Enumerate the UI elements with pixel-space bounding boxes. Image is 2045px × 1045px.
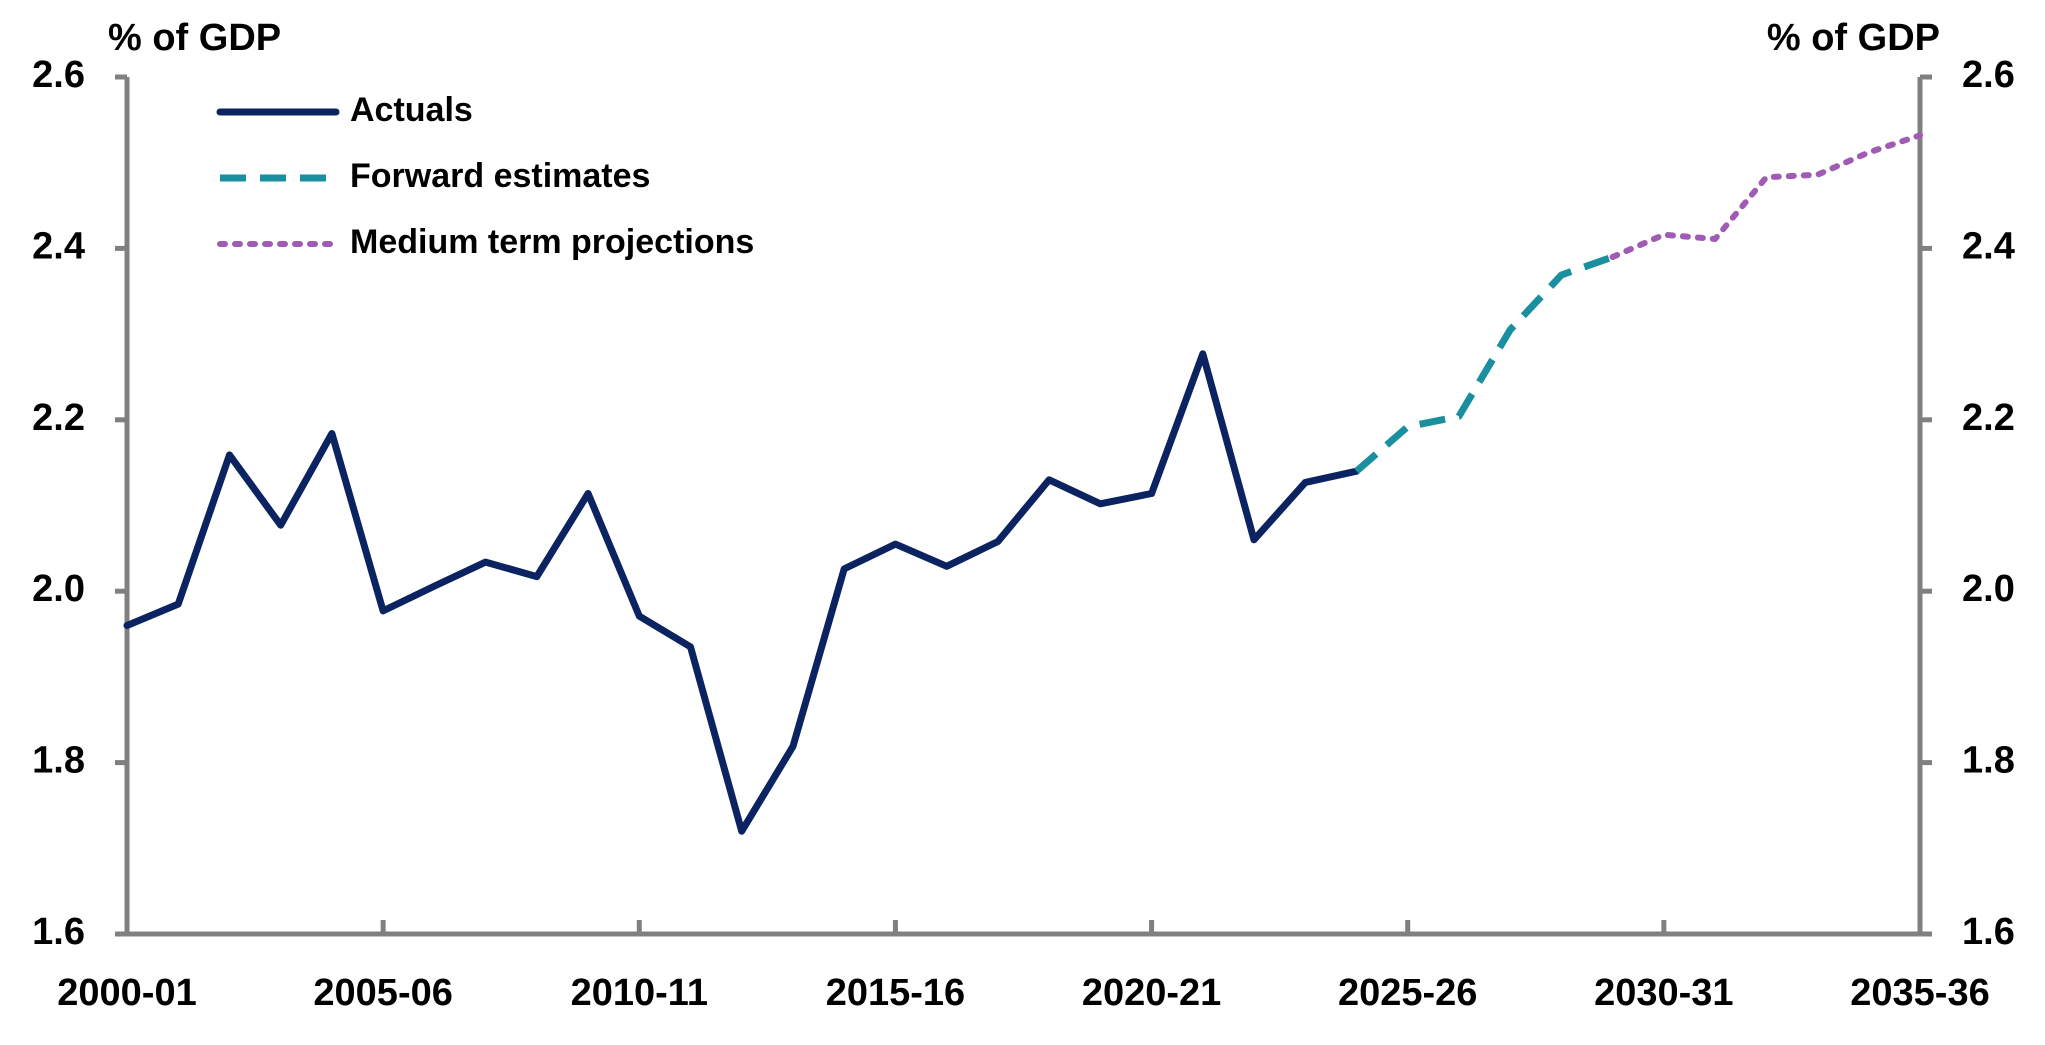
series-line — [123, 350, 1360, 835]
y-tick-label: 1.6 — [32, 911, 85, 953]
x-tick-label: 2015-16 — [826, 972, 965, 1014]
x-tick-label: 2000-01 — [57, 972, 196, 1014]
legend-label: Forward estimates — [350, 157, 650, 195]
y2-tick-label: 2.6 — [1962, 54, 2015, 96]
y2-tick-label: 1.6 — [1962, 911, 2015, 953]
series-line — [1354, 253, 1614, 474]
y2-tick-label: 2.0 — [1962, 568, 2015, 610]
y-tick-label: 2.4 — [32, 225, 85, 267]
y-axis-title: % of GDP — [108, 17, 281, 59]
legend-label: Medium term projections — [350, 223, 754, 261]
x-tick-label: 2010-11 — [571, 972, 708, 1014]
y-tick-label: 2.0 — [32, 568, 85, 610]
legend-label: Actuals — [350, 91, 473, 129]
x-tick-label: 2030-31 — [1594, 972, 1733, 1014]
x-tick-label: 2035-36 — [1850, 972, 1989, 1014]
x-tick-label: 2005-06 — [313, 972, 452, 1014]
y2-axis-title: % of GDP — [1767, 17, 1940, 59]
y-tick-label: 2.6 — [32, 54, 85, 96]
x-tick-label: 2025-26 — [1338, 972, 1477, 1014]
y-tick-label: 2.2 — [32, 397, 85, 439]
y2-tick-label: 2.4 — [1962, 225, 2015, 267]
y2-tick-label: 2.2 — [1962, 397, 2015, 439]
x-tick-label: 2020-21 — [1082, 972, 1221, 1014]
series-line — [1609, 132, 1923, 260]
y-tick-label: 1.8 — [32, 740, 85, 782]
y2-tick-label: 1.8 — [1962, 740, 2015, 782]
